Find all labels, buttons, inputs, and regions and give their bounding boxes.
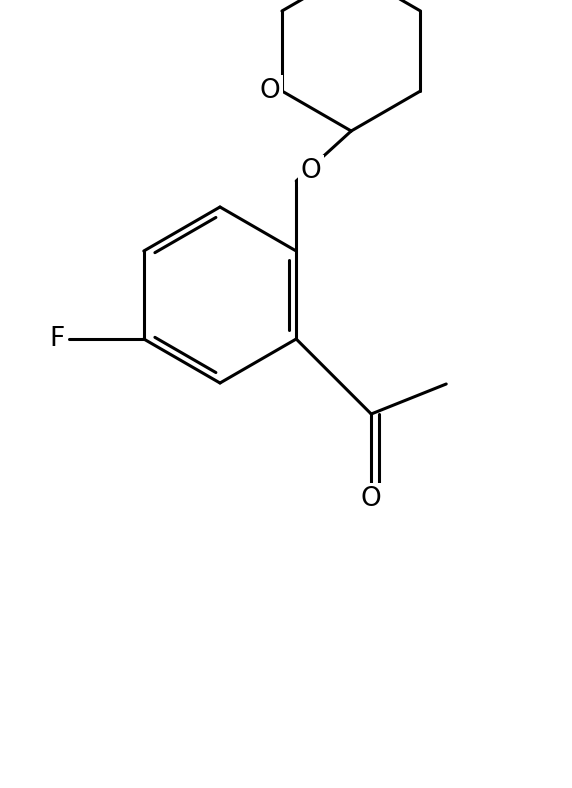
Text: O: O: [361, 486, 382, 512]
Text: O: O: [301, 158, 321, 184]
Text: F: F: [49, 326, 65, 352]
Text: O: O: [260, 78, 280, 104]
